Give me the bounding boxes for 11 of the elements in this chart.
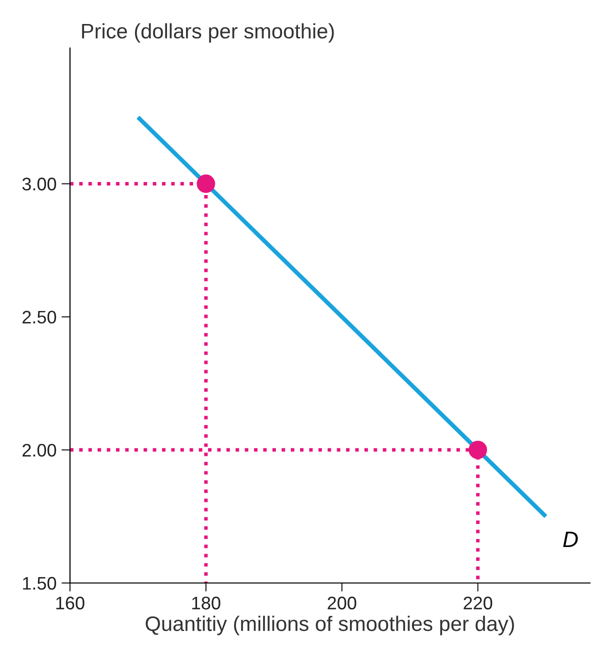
x-tick-label: 220 <box>464 596 492 610</box>
annotation: D <box>563 532 578 548</box>
y-tick-label: 3.00 <box>22 178 56 190</box>
x-tick-label: 200 <box>328 596 356 610</box>
x-tick-label: 180 <box>192 596 220 610</box>
y-tick-label: 1.50 <box>23 576 56 590</box>
y-axis-title: Price (dollars per smoothie) <box>82 23 334 43</box>
x-tick-label: 160 <box>56 596 84 610</box>
y-tick-label: 2.50 <box>22 310 56 324</box>
x-axis-title: Quantitiy (millions of smoothies per day) <box>146 616 514 636</box>
y-tick-label: 2.00 <box>22 444 56 457</box>
